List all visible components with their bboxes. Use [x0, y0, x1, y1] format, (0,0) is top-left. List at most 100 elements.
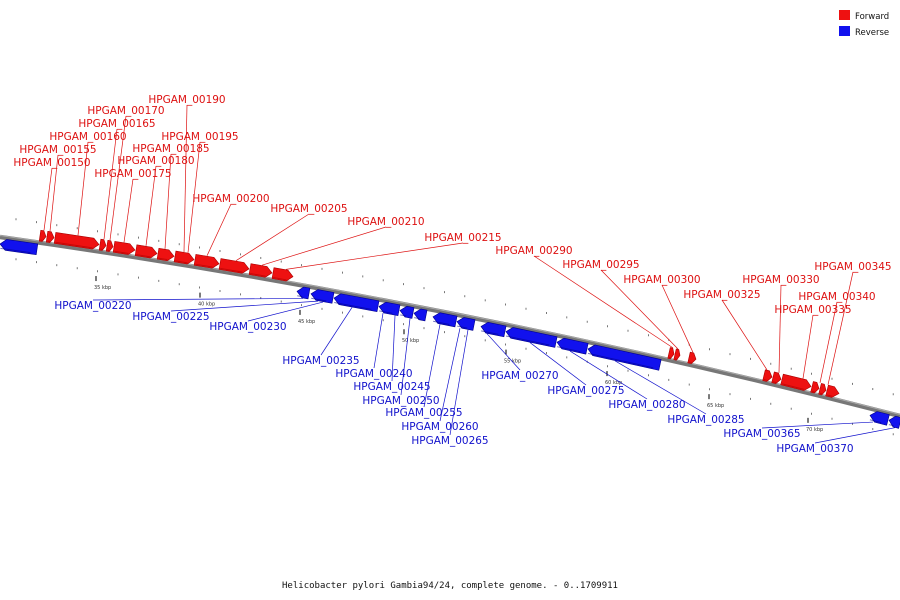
forward-gene-arrow[interactable] [810, 381, 821, 394]
forward-gene-arrow[interactable] [134, 244, 158, 259]
scale-tick-label: 50 kbp [402, 338, 419, 344]
reverse-gene-arrow[interactable] [333, 293, 380, 313]
gene-label[interactable]: HPGAM_00370 [776, 443, 853, 455]
forward-gene-arrow[interactable] [780, 373, 813, 392]
gene-label[interactable]: HPGAM_00250 [362, 395, 439, 407]
gene-label[interactable]: HPGAM_00210 [347, 216, 424, 228]
gene-label[interactable]: HPGAM_00265 [411, 435, 488, 447]
gene-label[interactable]: HPGAM_00280 [608, 399, 685, 411]
gene-leader-line [92, 298, 304, 301]
gene-label[interactable]: HPGAM_00165 [78, 118, 155, 130]
gene-label[interactable]: HPGAM_00150 [13, 157, 90, 169]
reverse-gene-arrow[interactable] [378, 301, 401, 317]
gene-leader-line [778, 284, 782, 373]
forward-gene-arrow[interactable] [53, 232, 100, 250]
gene-label[interactable]: HPGAM_00290 [495, 245, 572, 257]
legend-reverse-label: Reverse [855, 28, 889, 38]
gene-leader-line [600, 269, 679, 350]
gene-label[interactable]: HPGAM_00205 [270, 203, 347, 215]
forward-gene-arrow[interactable] [173, 250, 195, 265]
gene-label[interactable]: HPGAM_00335 [774, 304, 851, 316]
forward-gene-arrow[interactable] [762, 369, 774, 383]
gene-leader-line [170, 300, 319, 312]
gene-labels: HPGAM_00150HPGAM_00155HPGAM_00160HPGAM_0… [13, 94, 891, 455]
gene-label[interactable]: HPGAM_00340 [798, 291, 875, 303]
gene-label[interactable]: HPGAM_00240 [335, 368, 412, 380]
gene-label[interactable]: HPGAM_00200 [192, 193, 269, 205]
forward-gene-arrow[interactable] [667, 347, 675, 360]
gene-leader-line [109, 115, 127, 241]
gene-label[interactable]: HPGAM_00330 [742, 274, 819, 286]
reverse-gene-arrow[interactable] [399, 305, 415, 319]
scale-tick-label: 60 kbp [605, 380, 622, 386]
reverse-gene-arrow[interactable] [296, 286, 311, 300]
gene-label[interactable]: HPGAM_00275 [547, 385, 624, 397]
map-caption: Helicobacter pylori Gambia94/24, complet… [282, 581, 618, 591]
forward-gene-arrow[interactable] [98, 238, 107, 251]
reverse-gene-arrow[interactable] [505, 326, 558, 348]
scale-tick-label: 65 kbp [707, 403, 724, 409]
gene-leader-line [49, 154, 59, 232]
reverse-gene-arrow[interactable] [587, 344, 662, 371]
gene-leader-line [439, 328, 461, 422]
gene-label[interactable]: HPGAM_00215 [424, 232, 501, 244]
forward-gene-arrow[interactable] [771, 371, 783, 385]
gene-label[interactable]: HPGAM_00255 [385, 407, 462, 419]
gene-leader-line [391, 315, 396, 382]
gene-label[interactable]: HPGAM_00225 [132, 311, 209, 323]
forward-gene-arrow[interactable] [673, 348, 681, 361]
gene-label[interactable]: HPGAM_00185 [132, 143, 209, 155]
reverse-gene-arrow[interactable] [456, 316, 476, 331]
gene-leader-lines [43, 104, 896, 444]
reverse-gene-arrow[interactable] [556, 337, 589, 355]
forward-gene-arrow[interactable] [156, 247, 175, 262]
gene-leader-line [77, 141, 89, 236]
gene-label[interactable]: HPGAM_00230 [209, 321, 286, 333]
gene-label[interactable]: HPGAM_00295 [562, 259, 639, 271]
gene-label[interactable]: HPGAM_00300 [623, 274, 700, 286]
reverse-gene-arrow[interactable] [310, 288, 335, 304]
gene-label[interactable]: HPGAM_00235 [282, 355, 359, 367]
gene-label[interactable]: HPGAM_00260 [401, 421, 478, 433]
forward-gene-arrow[interactable] [38, 229, 47, 242]
gene-label[interactable]: HPGAM_00190 [148, 94, 225, 106]
scale-tick-label: 40 kbp [198, 302, 215, 308]
reverse-gene-arrow[interactable] [413, 308, 428, 322]
reverse-gene-arrow[interactable] [480, 321, 507, 338]
gene-label[interactable]: HPGAM_00285 [667, 414, 744, 426]
forward-gene-arrow[interactable] [45, 230, 55, 244]
legend-forward-label: Forward [855, 12, 889, 22]
forward-gene-arrow[interactable] [112, 241, 136, 255]
reverse-gene-arrow[interactable] [432, 311, 458, 328]
genome-backbone [0, 234, 900, 419]
forward-gene-arrow[interactable] [825, 384, 841, 399]
gene-label[interactable]: HPGAM_00245 [353, 381, 430, 393]
gene-label[interactable]: HPGAM_00345 [814, 261, 891, 273]
forward-gene-arrow[interactable] [687, 351, 697, 365]
gene-leader-line [123, 178, 134, 243]
reverse-gene-arrow[interactable] [0, 239, 39, 256]
forward-gene-arrow[interactable] [193, 254, 220, 269]
gene-label[interactable]: HPGAM_00365 [723, 428, 800, 440]
reverse-gene-arrow[interactable] [869, 410, 890, 426]
gene-label[interactable]: HPGAM_00325 [683, 289, 760, 301]
gene-label[interactable]: HPGAM_00195 [161, 131, 238, 143]
gene-label[interactable]: HPGAM_00175 [94, 168, 171, 180]
forward-gene-arrow[interactable] [271, 267, 294, 282]
forward-gene-arrow[interactable] [218, 258, 250, 275]
gene-leader-line [533, 255, 674, 349]
gene-label[interactable]: HPGAM_00170 [87, 105, 164, 117]
gene-label[interactable]: HPGAM_00160 [49, 131, 126, 143]
gene-label[interactable]: HPGAM_00180 [117, 155, 194, 167]
gene-label[interactable]: HPGAM_00270 [481, 370, 558, 382]
gene-leader-line [400, 318, 411, 396]
gene-leader-line [206, 203, 232, 256]
gene-leader-line [529, 342, 587, 386]
forward-gene-arrow[interactable] [105, 239, 114, 252]
reverse-gene-arrow[interactable] [888, 415, 900, 429]
forward-gene-arrow[interactable] [248, 263, 273, 279]
gene-label[interactable]: HPGAM_00155 [19, 144, 96, 156]
forward-gene-arrow[interactable] [818, 383, 828, 396]
gene-label[interactable]: HPGAM_00220 [54, 300, 131, 312]
